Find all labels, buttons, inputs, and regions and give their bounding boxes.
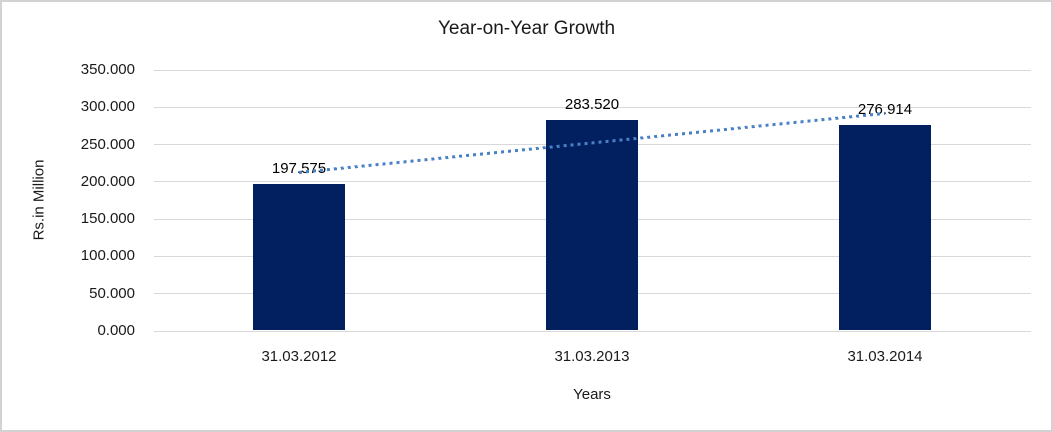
- y-tick-label: 50.000: [89, 284, 135, 302]
- gridline: [154, 106, 1031, 108]
- x-tick-label: 31.03.2012: [261, 348, 337, 365]
- y-tick-label: 200.000: [80, 172, 135, 190]
- x-tick-label: 31.03.2013: [554, 348, 630, 365]
- bar-31.03.2014: [839, 124, 931, 330]
- chart-title: Year-on-Year Growth: [437, 18, 616, 39]
- bar-31.03.2013: [546, 119, 638, 330]
- y-tick-label: 350.000: [80, 61, 135, 78]
- gridline: [154, 330, 1031, 332]
- gridline: [154, 69, 1031, 71]
- bar-31.03.2012: [253, 183, 345, 330]
- y-axis-title: Rs.in Million: [30, 159, 48, 241]
- y-tick-label: 300.000: [80, 98, 135, 116]
- y-tick-label: 0.000: [97, 322, 135, 339]
- bar-value-label: 276.914: [857, 100, 913, 118]
- plot-area: 197.575 283.520 276.914: [154, 69, 1031, 332]
- y-tick-label: 100.000: [80, 247, 135, 265]
- y-tick-label: 150.000: [80, 210, 135, 228]
- x-axis-title: Years: [573, 386, 611, 403]
- bar-value-label: 283.520: [564, 95, 620, 113]
- x-tick-label: 31.03.2014: [847, 348, 923, 365]
- y-tick-label: 250.000: [80, 135, 135, 153]
